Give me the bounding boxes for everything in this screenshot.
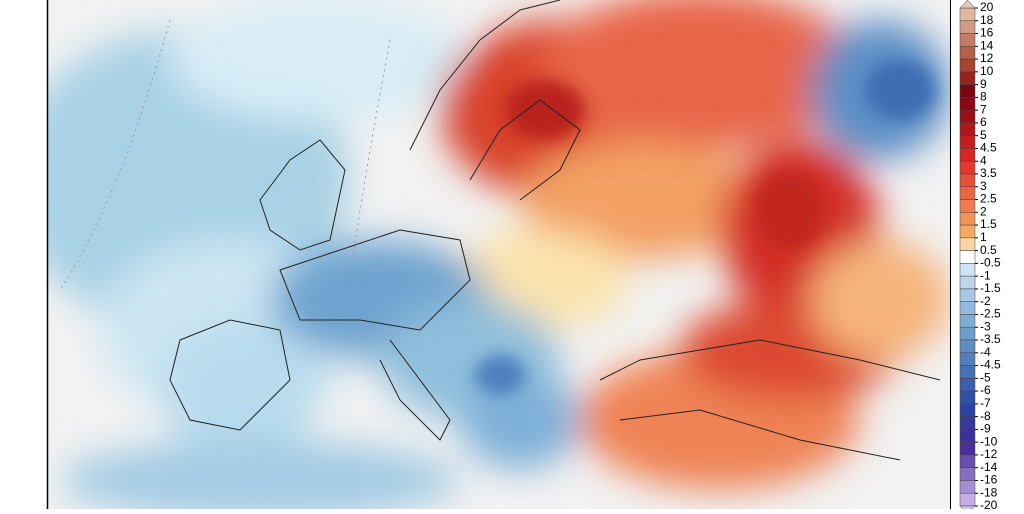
colorbar-box xyxy=(959,403,976,417)
colorbar-label: 3.5 xyxy=(980,166,997,180)
colorbar-label: -14 xyxy=(980,460,998,474)
colorbar-box xyxy=(959,84,976,98)
colorbar-label: 14 xyxy=(980,38,994,52)
colorbar-box xyxy=(959,467,976,481)
colorbar-label: 18 xyxy=(980,13,994,27)
colorbar-label: -20 xyxy=(980,498,998,509)
colorbar-label: -4 xyxy=(980,345,991,359)
colorbar-label: -2.5 xyxy=(980,307,1001,321)
colorbar-box xyxy=(959,339,976,354)
colorbar-box xyxy=(959,160,976,175)
colorbar-label: -18 xyxy=(980,485,998,499)
colorbar-box xyxy=(959,454,976,468)
colorbar-label: -6 xyxy=(980,383,991,397)
colorbar-box xyxy=(959,352,976,366)
colorbar-label: -3 xyxy=(980,319,991,333)
colorbar-box xyxy=(959,212,976,226)
colorbar-label: 16 xyxy=(980,26,994,40)
colorbar-box xyxy=(959,314,976,328)
colorbar-label: -7 xyxy=(980,396,991,410)
colorbar-label: -9 xyxy=(980,422,991,436)
colorbar-box xyxy=(959,20,976,34)
colorbar-label: 4 xyxy=(980,153,987,167)
colorbar-box xyxy=(959,173,976,188)
colorbar-box xyxy=(959,275,976,290)
colorbar-box xyxy=(959,390,976,405)
colorbar-label: 2 xyxy=(980,204,987,218)
colorbar-box xyxy=(959,301,976,315)
colorbar-box xyxy=(959,122,976,136)
colorbar-box xyxy=(959,480,976,494)
colorbar-box xyxy=(959,71,976,85)
colorbar-box xyxy=(959,97,976,111)
colorbar-label: -1.5 xyxy=(980,281,1001,295)
colorbar-box xyxy=(959,109,976,124)
colorbar-label: 12 xyxy=(980,51,994,65)
colorbar-label: -0.5 xyxy=(980,256,1001,270)
colorbar-box xyxy=(959,250,976,264)
colorbar-box xyxy=(959,58,976,73)
colorbar-extension xyxy=(959,0,976,9)
colorbar-box xyxy=(959,326,976,341)
colorbar-box xyxy=(959,148,976,162)
coastlines xyxy=(169,0,941,461)
colorbar-label: 8 xyxy=(980,90,987,104)
colorbar-label: 6 xyxy=(980,115,987,129)
colorbar-box xyxy=(959,224,976,239)
colorbar-label: 4.5 xyxy=(980,141,997,155)
colorbar-label: 10 xyxy=(980,64,994,78)
colorbar-label: 3 xyxy=(980,179,987,193)
colorbar-box xyxy=(959,365,976,379)
colorbar-label: -1 xyxy=(980,268,991,282)
map xyxy=(48,0,950,509)
colorbar-box xyxy=(959,33,976,47)
colorbar-box xyxy=(959,135,976,149)
colorbar-label: -16 xyxy=(980,473,998,487)
colorbar-label: 2.5 xyxy=(980,192,997,206)
colorbar-label: 5 xyxy=(980,128,987,142)
colorbar-box xyxy=(959,288,976,302)
colorbar-box xyxy=(959,429,976,443)
colorbar: 201816141210987654.543.532.521.510.5-0.5… xyxy=(959,0,1001,514)
colorbar-label: 1 xyxy=(980,230,987,244)
colorbar-box xyxy=(959,378,976,392)
colorbar-label: -10 xyxy=(980,434,998,448)
colorbar-box xyxy=(959,186,976,200)
colorbar-label: 1.5 xyxy=(980,217,997,231)
colorbar-box xyxy=(959,441,976,456)
colorbar-label: 0.5 xyxy=(980,243,997,257)
colorbar-label: 9 xyxy=(980,77,987,91)
colorbar-label: -5 xyxy=(980,370,991,384)
colorbar-box xyxy=(959,46,976,60)
colorbar-label: -2 xyxy=(980,294,991,308)
colorbar-box xyxy=(959,7,976,22)
colorbar-label: 7 xyxy=(980,102,987,116)
colorbar-box xyxy=(959,199,976,213)
colorbar-box xyxy=(959,492,976,507)
colorbar-label: -3.5 xyxy=(980,332,1001,346)
colorbar-label: -12 xyxy=(980,447,998,461)
colorbar-box xyxy=(959,237,976,251)
colorbar-label: 20 xyxy=(980,0,994,14)
colorbar-box xyxy=(959,416,976,430)
colorbar-label: -4.5 xyxy=(980,358,1001,372)
colorbar-box xyxy=(959,263,976,277)
colorbar-label: -8 xyxy=(980,409,991,423)
